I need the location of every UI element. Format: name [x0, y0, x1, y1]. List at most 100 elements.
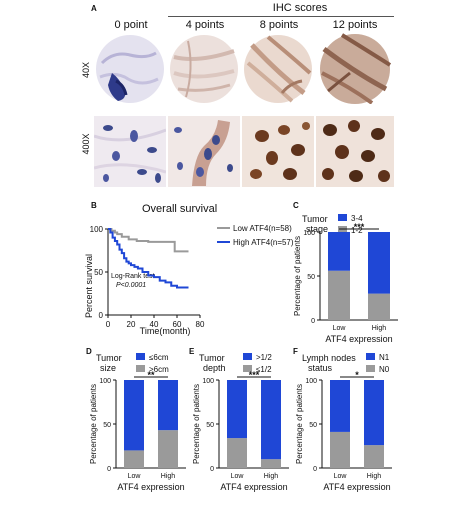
legend-label-bottom: N0 — [379, 365, 390, 374]
bar-xlabel: ATF4 expression — [117, 482, 184, 492]
bar-y-tick-label: 100 — [202, 378, 214, 385]
bar-xlabel: ATF4 expression — [323, 482, 390, 492]
bar-y-tick-label: 100 — [303, 230, 315, 237]
bar-y-tick-label: 50 — [206, 422, 214, 429]
panel-label-b: B — [91, 201, 97, 210]
bar-ylabel: Percentage of patients — [295, 384, 304, 464]
bar-title-line-1: Tumor — [96, 353, 122, 363]
bar-y-tick-label: 0 — [107, 466, 111, 473]
significance-marker: ** — [147, 370, 155, 380]
bar-y-tick-label: 0 — [311, 318, 315, 325]
survival-y-tick-label: 0 — [99, 311, 104, 320]
bar-high-blue-segment — [261, 380, 281, 460]
bar-title-line-1: Tumor — [302, 214, 328, 224]
ihc-image-400x-8pt — [242, 116, 314, 187]
legend-swatch-top — [366, 353, 375, 360]
survival-xlabel: Time(month) — [140, 326, 191, 336]
legend-label-bottom: 1-2 — [351, 226, 363, 235]
legend-label-top: N1 — [379, 353, 390, 362]
survival-test-label: Log-Rank test — [111, 273, 155, 280]
survival-x-tick-label: 40 — [150, 320, 159, 329]
ihc-image-400x-12pt — [316, 116, 394, 187]
bar-category-label: High — [264, 473, 279, 480]
legend-label-bottom: ≤1/2 — [256, 365, 272, 374]
bar-category-label: Low — [334, 473, 348, 480]
bar-title-line-1: Lymph nodes — [302, 353, 356, 363]
bar-title-line-2: status — [308, 363, 333, 373]
bar-y-tick-label: 50 — [307, 274, 315, 281]
survival-p-label: P<0.0001 — [116, 282, 146, 289]
bar-low-gray-segment — [328, 270, 350, 320]
bar-ylabel: Percentage of patients — [192, 384, 201, 464]
survival-x-tick-label: 20 — [127, 320, 136, 329]
survival-chart: Overall survival Percent survival Time(m… — [84, 203, 294, 336]
ihc-image-400x-4pt — [168, 116, 240, 187]
bar-ylabel: Percentage of patients — [89, 384, 98, 464]
panel-label-c: C — [293, 201, 299, 210]
bar-high-gray-segment — [158, 430, 178, 468]
bar-low-gray-segment — [124, 450, 144, 468]
survival-y-tick-label: 100 — [90, 225, 104, 234]
bar-low-blue-segment — [124, 380, 144, 451]
legend-label-low: Low ATF4(n=58) — [233, 224, 292, 233]
ihc-row-400x: 400X — [81, 133, 91, 155]
bar-ylabel: Percentage of patients — [293, 236, 302, 316]
ihc-col-0: 0 point — [114, 19, 148, 31]
panel-label-d: D — [86, 347, 92, 356]
bar-category-label: High — [161, 473, 176, 480]
bar-y-tick-label: 100 — [99, 378, 111, 385]
ihc-col-3: 12 points — [332, 19, 378, 31]
ihc-image-40x-0pt — [94, 33, 166, 104]
bar-category-label: Low — [128, 473, 142, 480]
significance-marker: *** — [354, 222, 365, 232]
ihc-image-40x-12pt — [316, 33, 394, 104]
ihc-image-40x-4pt — [168, 33, 240, 104]
bar-low-gray-segment — [227, 438, 247, 468]
legend-label-bottom: >6cm — [149, 365, 169, 374]
bar-high-blue-segment — [368, 232, 390, 294]
legend-label-top: >1/2 — [256, 353, 272, 362]
legend-swatch-top — [136, 353, 145, 360]
ihc-col-1: 4 points — [185, 19, 225, 31]
panel-label-a: A — [91, 4, 97, 13]
bar-category-label: High — [367, 473, 382, 480]
panel-label-e: E — [189, 347, 195, 356]
bar-high-blue-segment — [364, 380, 384, 446]
bar-xlabel: ATF4 expression — [220, 482, 287, 492]
panel-label-f: F — [293, 347, 298, 356]
legend-swatch-bottom — [243, 365, 252, 372]
bar-low-gray-segment — [330, 431, 350, 468]
survival-x-tick-label: 80 — [196, 320, 205, 329]
significance-marker: *** — [249, 370, 260, 380]
ihc-row-40x: 40X — [81, 62, 91, 79]
ihc-title-rule — [168, 16, 394, 17]
legend-swatch-bottom — [366, 365, 375, 372]
bar-y-tick-label: 100 — [305, 378, 317, 385]
bar-y-tick-label: 50 — [103, 422, 111, 429]
legend-swatch-bottom — [136, 365, 145, 372]
bar-y-tick-label: 0 — [313, 466, 317, 473]
bar-high-blue-segment — [158, 380, 178, 431]
survival-line-high — [108, 228, 189, 289]
ihc-col-2: 8 points — [259, 19, 299, 31]
legend-swatch-top — [338, 214, 347, 221]
legend-swatch-top — [243, 353, 252, 360]
survival-title: Overall survival — [142, 203, 217, 215]
bar-xlabel: ATF4 expression — [325, 334, 392, 344]
legend-label-top: 3-4 — [351, 214, 363, 223]
bar-y-tick-label: 0 — [210, 466, 214, 473]
bar-low-blue-segment — [328, 232, 350, 271]
bar-category-label: Low — [333, 325, 347, 332]
survival-ylabel: Percent survival — [84, 254, 94, 318]
significance-marker: * — [355, 370, 359, 380]
bar-title-line-1: Tumor — [199, 353, 225, 363]
legend-label-top: ≤6cm — [149, 353, 169, 362]
bar-high-gray-segment — [368, 293, 390, 320]
bar-title-line-2: size — [100, 363, 116, 373]
survival-y-tick-label: 50 — [94, 268, 103, 277]
legend-label-high: High ATF4(n=57) — [233, 238, 294, 247]
